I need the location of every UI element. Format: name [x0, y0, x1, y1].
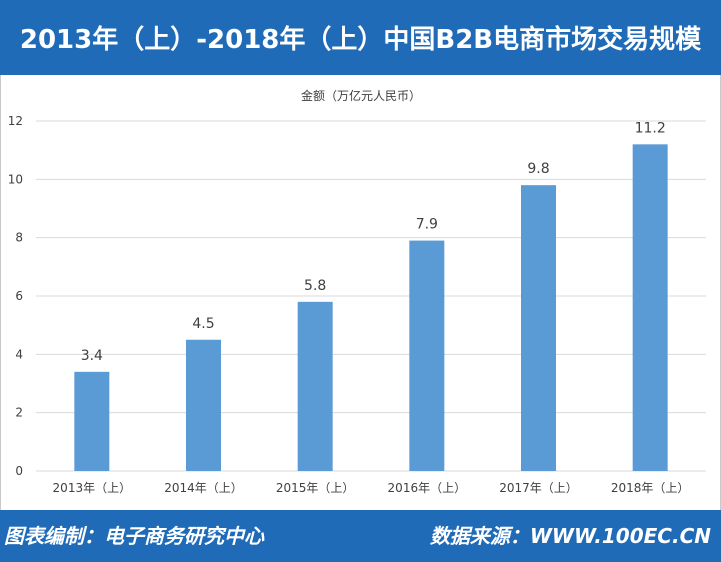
- x-axis-ticks: 2013年（上） 2014年（上） 2015年（上） 2016年（上） 2017年（上）…: [53, 481, 690, 495]
- bar: [186, 339, 221, 471]
- data-label: 11.2: [635, 120, 666, 136]
- y-tick-label: 12: [8, 114, 23, 128]
- bar: [521, 185, 556, 471]
- source-credit: 图表编制：电子商务研究中心: [4, 524, 264, 548]
- bars: [74, 144, 668, 471]
- bar: [297, 301, 333, 471]
- chart-frame: 金额（万亿元人民币） 3.4 4.5 5.8 7.9 9.8 11.2 0 2 4 6 8 10 12…: [0, 75, 721, 510]
- footer-banner: 图表编制：电子商务研究中心 数据来源：WWW.100EC.CN: [0, 510, 721, 562]
- gridlines: [36, 120, 706, 472]
- data-label: 9.8: [527, 161, 549, 177]
- y-tick-label: 10: [8, 172, 23, 186]
- y-tick-label: 6: [15, 289, 23, 303]
- y-tick-label: 0: [15, 464, 23, 478]
- chart-title: 金额（万亿元人民币）: [301, 88, 421, 103]
- x-tick-label: 2017年（上）: [499, 481, 578, 495]
- title-banner: 2013年（上）-2018年（上）中国B2B电商市场交易规模: [0, 0, 721, 75]
- data-label: 5.8: [304, 278, 326, 294]
- x-tick-label: 2016年（上）: [388, 481, 467, 495]
- bar: [632, 144, 668, 471]
- bar: [74, 371, 110, 471]
- x-tick-label: 2014年（上）: [164, 481, 243, 495]
- bar: [409, 240, 445, 471]
- y-axis-ticks: 0 2 4 6 8 10 12: [8, 114, 23, 478]
- data-source: 数据来源：WWW.100EC.CN: [429, 524, 711, 548]
- x-tick-label: 2013年（上）: [53, 481, 132, 495]
- data-label: 3.4: [81, 348, 103, 364]
- bar-chart: 金额（万亿元人民币） 3.4 4.5 5.8 7.9 9.8 11.2 0 2 4 6 8 10 12…: [8, 88, 706, 495]
- data-label: 4.5: [192, 316, 214, 332]
- data-label: 7.9: [416, 217, 438, 233]
- data-labels: 3.4 4.5 5.8 7.9 9.8 11.2: [81, 120, 666, 364]
- y-tick-label: 2: [15, 406, 23, 420]
- page-title: 2013年（上）-2018年（上）中国B2B电商市场交易规模: [19, 25, 702, 55]
- x-tick-label: 2015年（上）: [276, 481, 355, 495]
- y-tick-label: 4: [15, 347, 23, 361]
- y-tick-label: 8: [15, 231, 23, 245]
- x-tick-label: 2018年（上）: [611, 481, 690, 495]
